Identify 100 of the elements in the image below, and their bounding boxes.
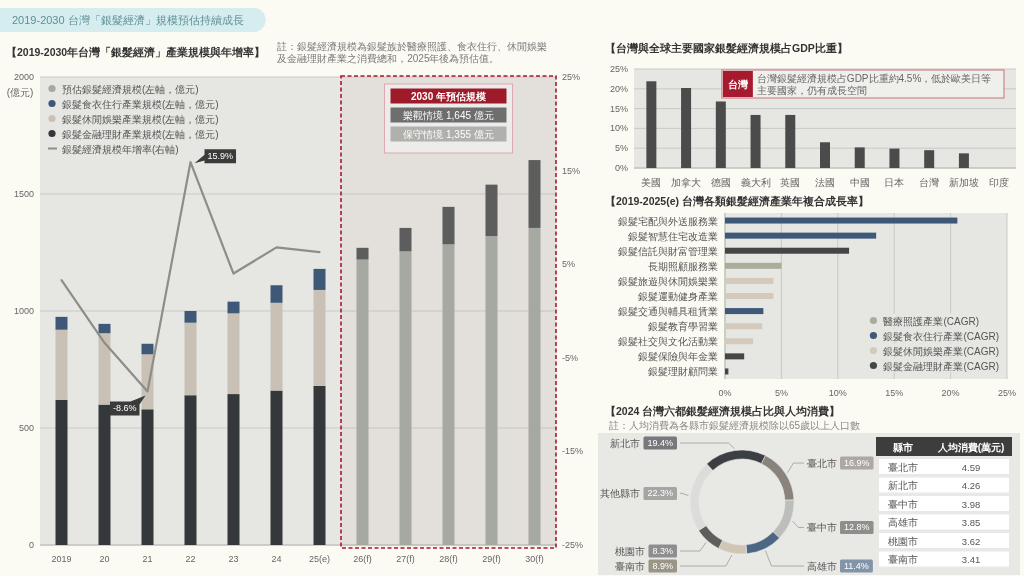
annotation: 台灣 <box>727 78 749 90</box>
bar <box>356 247 369 260</box>
y-tick-label: 1000 <box>13 306 34 316</box>
slice-label: 其他縣市 <box>600 487 641 499</box>
x-tick-label: 10% <box>828 388 847 398</box>
slice-label: 桃園市 <box>615 545 646 557</box>
bar <box>725 308 764 315</box>
x-tick-label: 德國 <box>710 176 731 188</box>
x-tick-label: 25(e) <box>308 554 331 564</box>
bar <box>141 409 154 545</box>
y-tick-label: 0 <box>28 540 34 550</box>
legend-label: 銀髮食衣住行產業規模(左軸，億元) <box>62 98 219 109</box>
bar <box>55 399 68 545</box>
x-tick-label: 20% <box>941 388 960 398</box>
text: 縣市 <box>892 441 913 452</box>
y-tick-label: 10% <box>609 123 628 134</box>
annotation: 2030 年預估規模 <box>410 90 488 102</box>
x-tick-label: 25% <box>997 388 1017 398</box>
data-label: 4.59 <box>961 461 981 472</box>
slice-label: 臺南市 <box>615 560 646 572</box>
y2-tick-label: -15% <box>562 446 584 457</box>
bar <box>184 311 197 323</box>
data-label: 22.3% <box>647 488 673 499</box>
bar <box>958 153 969 168</box>
chart-title: 【台灣與全球主要國家銀髮經濟規模占GDP比重】 <box>605 42 848 54</box>
x-tick-label: 中國 <box>849 176 870 188</box>
x-tick-label: 28(f) <box>439 554 458 564</box>
legend-label: 銀髮休閒娛樂產業(CAGR) <box>883 345 999 356</box>
y2-tick-label: 25% <box>562 72 581 82</box>
x-tick-label: 英國 <box>780 176 801 188</box>
y-tick-label: 0% <box>614 163 628 173</box>
y2-tick-label: -5% <box>562 352 579 363</box>
x-tick-label: 2019 <box>51 554 72 564</box>
data-label: 15.9% <box>207 151 234 162</box>
bar <box>313 385 326 545</box>
bar <box>227 313 240 395</box>
x-tick-label: 21 <box>142 554 153 564</box>
bar <box>98 323 111 334</box>
bar <box>725 247 850 254</box>
legend-label: 醫療照護產業(CAGR) <box>883 315 979 326</box>
legend-label: 銀髮食衣住行產業(CAGR) <box>883 330 999 341</box>
bar <box>399 227 412 252</box>
x-tick-label: 15% <box>885 388 904 398</box>
legend-label: 銀髮休閒娛樂產業規模(左軸，億元) <box>62 113 219 124</box>
x-tick-label: 30(f) <box>525 554 544 564</box>
bar <box>184 322 197 396</box>
bar <box>98 333 111 405</box>
bar <box>750 114 761 168</box>
bar <box>356 259 369 545</box>
y-tick-label: 5% <box>614 143 628 154</box>
category-label: 臺北市 <box>888 461 918 472</box>
bar <box>528 227 541 545</box>
category-label: 臺中市 <box>888 498 918 509</box>
data-label: 4.26 <box>961 479 981 491</box>
bar <box>725 353 745 360</box>
x-tick-label: 22 <box>185 554 196 564</box>
x-tick-label: 5% <box>774 388 788 398</box>
category-label: 新北市 <box>888 479 918 491</box>
data-label: 8.9% <box>652 561 673 571</box>
bar <box>55 329 68 400</box>
y-tick-label: 20% <box>609 83 628 94</box>
x-tick-label: 日本 <box>884 176 905 188</box>
bar <box>485 184 498 237</box>
data-label: 3.85 <box>961 516 981 528</box>
slice-label: 高雄市 <box>807 560 837 572</box>
y-tick-label: 15% <box>609 103 628 114</box>
x-tick-label: 20 <box>99 554 110 564</box>
bar <box>313 289 326 386</box>
slice-label: 新北市 <box>610 437 641 449</box>
x-tick-label: 26(f) <box>353 554 372 564</box>
x-tick-label: 法國 <box>815 176 835 188</box>
bar <box>141 343 154 355</box>
y-tick-label: 長期照顧服務業 <box>648 260 718 272</box>
bar <box>725 262 782 269</box>
bar <box>854 147 865 168</box>
y-tick-label: 2000 <box>13 72 34 82</box>
bar <box>485 236 498 545</box>
bar <box>270 390 283 545</box>
bar <box>399 251 412 545</box>
chart-subtitle: 註：人均消費為各縣市銀髮經濟規模除以65歲以上人口數 <box>609 419 861 431</box>
bar <box>646 81 657 168</box>
bar <box>725 232 877 239</box>
bar <box>725 277 774 284</box>
bar <box>715 101 726 168</box>
chart-title: 【2024 台灣六都銀髮經濟規模占比與人均消費】 <box>605 405 841 418</box>
chart-subtitle: 【2019-2030年台灣「銀髮經濟」產業規模與年增率】 <box>6 46 266 58</box>
bar <box>227 301 240 314</box>
bar <box>227 394 240 545</box>
y2-tick-label: 5% <box>562 259 576 270</box>
data-label: 19.4% <box>647 438 673 448</box>
y-tick-label: 銀髮宅配與外送服務業 <box>618 215 718 227</box>
bar <box>820 142 830 168</box>
bar <box>785 114 796 168</box>
data-label: 3.62 <box>961 535 981 546</box>
text: 註：銀髮經濟規模為銀髮族於醫療照護、食衣住行、休閒娛樂及金融理財產業之消費總和，2025年後為預估值。 <box>277 40 548 64</box>
data-label: 11.4% <box>844 561 869 571</box>
y-tick-label: 1500 <box>13 189 34 199</box>
x-tick-label: 24 <box>271 554 282 564</box>
text: 人均消費(萬元) <box>936 441 1005 452</box>
annotation: 台灣銀髮經濟規模占GDP比重約4.5%，低於歐美日等主要國家，仍有成長空間 <box>756 72 992 96</box>
